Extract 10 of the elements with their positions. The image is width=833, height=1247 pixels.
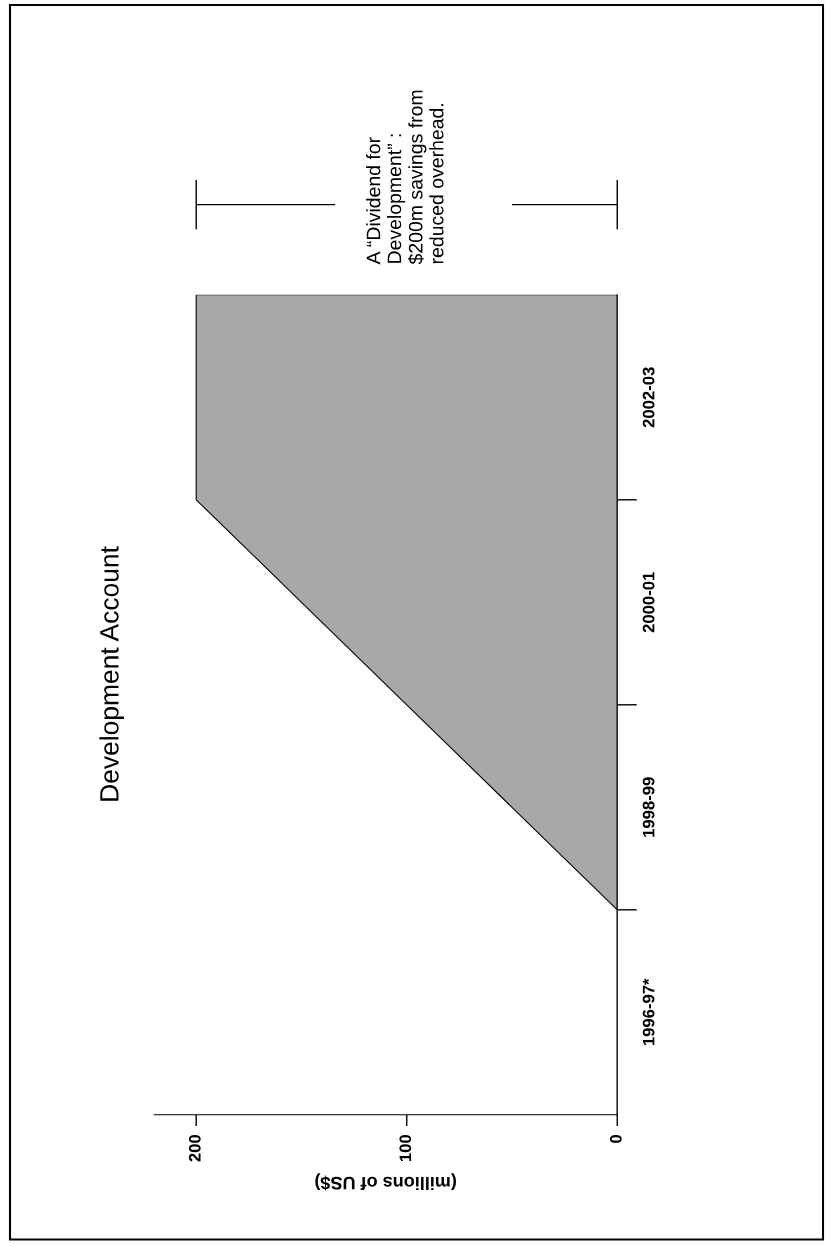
x-tick-label: 0 [609, 1134, 622, 1143]
x-axis-title: (millions of US$) [315, 1173, 456, 1191]
y-tick-label: 2000-01 [642, 572, 655, 633]
x-tick-label: 200 [188, 1134, 201, 1162]
y-tick-label: 2002-03 [642, 367, 655, 428]
y-tick-label: 1998-99 [642, 777, 655, 837]
y-tick-label: 1996-97* [642, 978, 655, 1046]
x-tick-label: 100 [399, 1134, 412, 1162]
text: A “Dividend for Development” : $200m savings from reduced overhead. [366, 90, 444, 265]
text: Development Account [99, 546, 124, 801]
